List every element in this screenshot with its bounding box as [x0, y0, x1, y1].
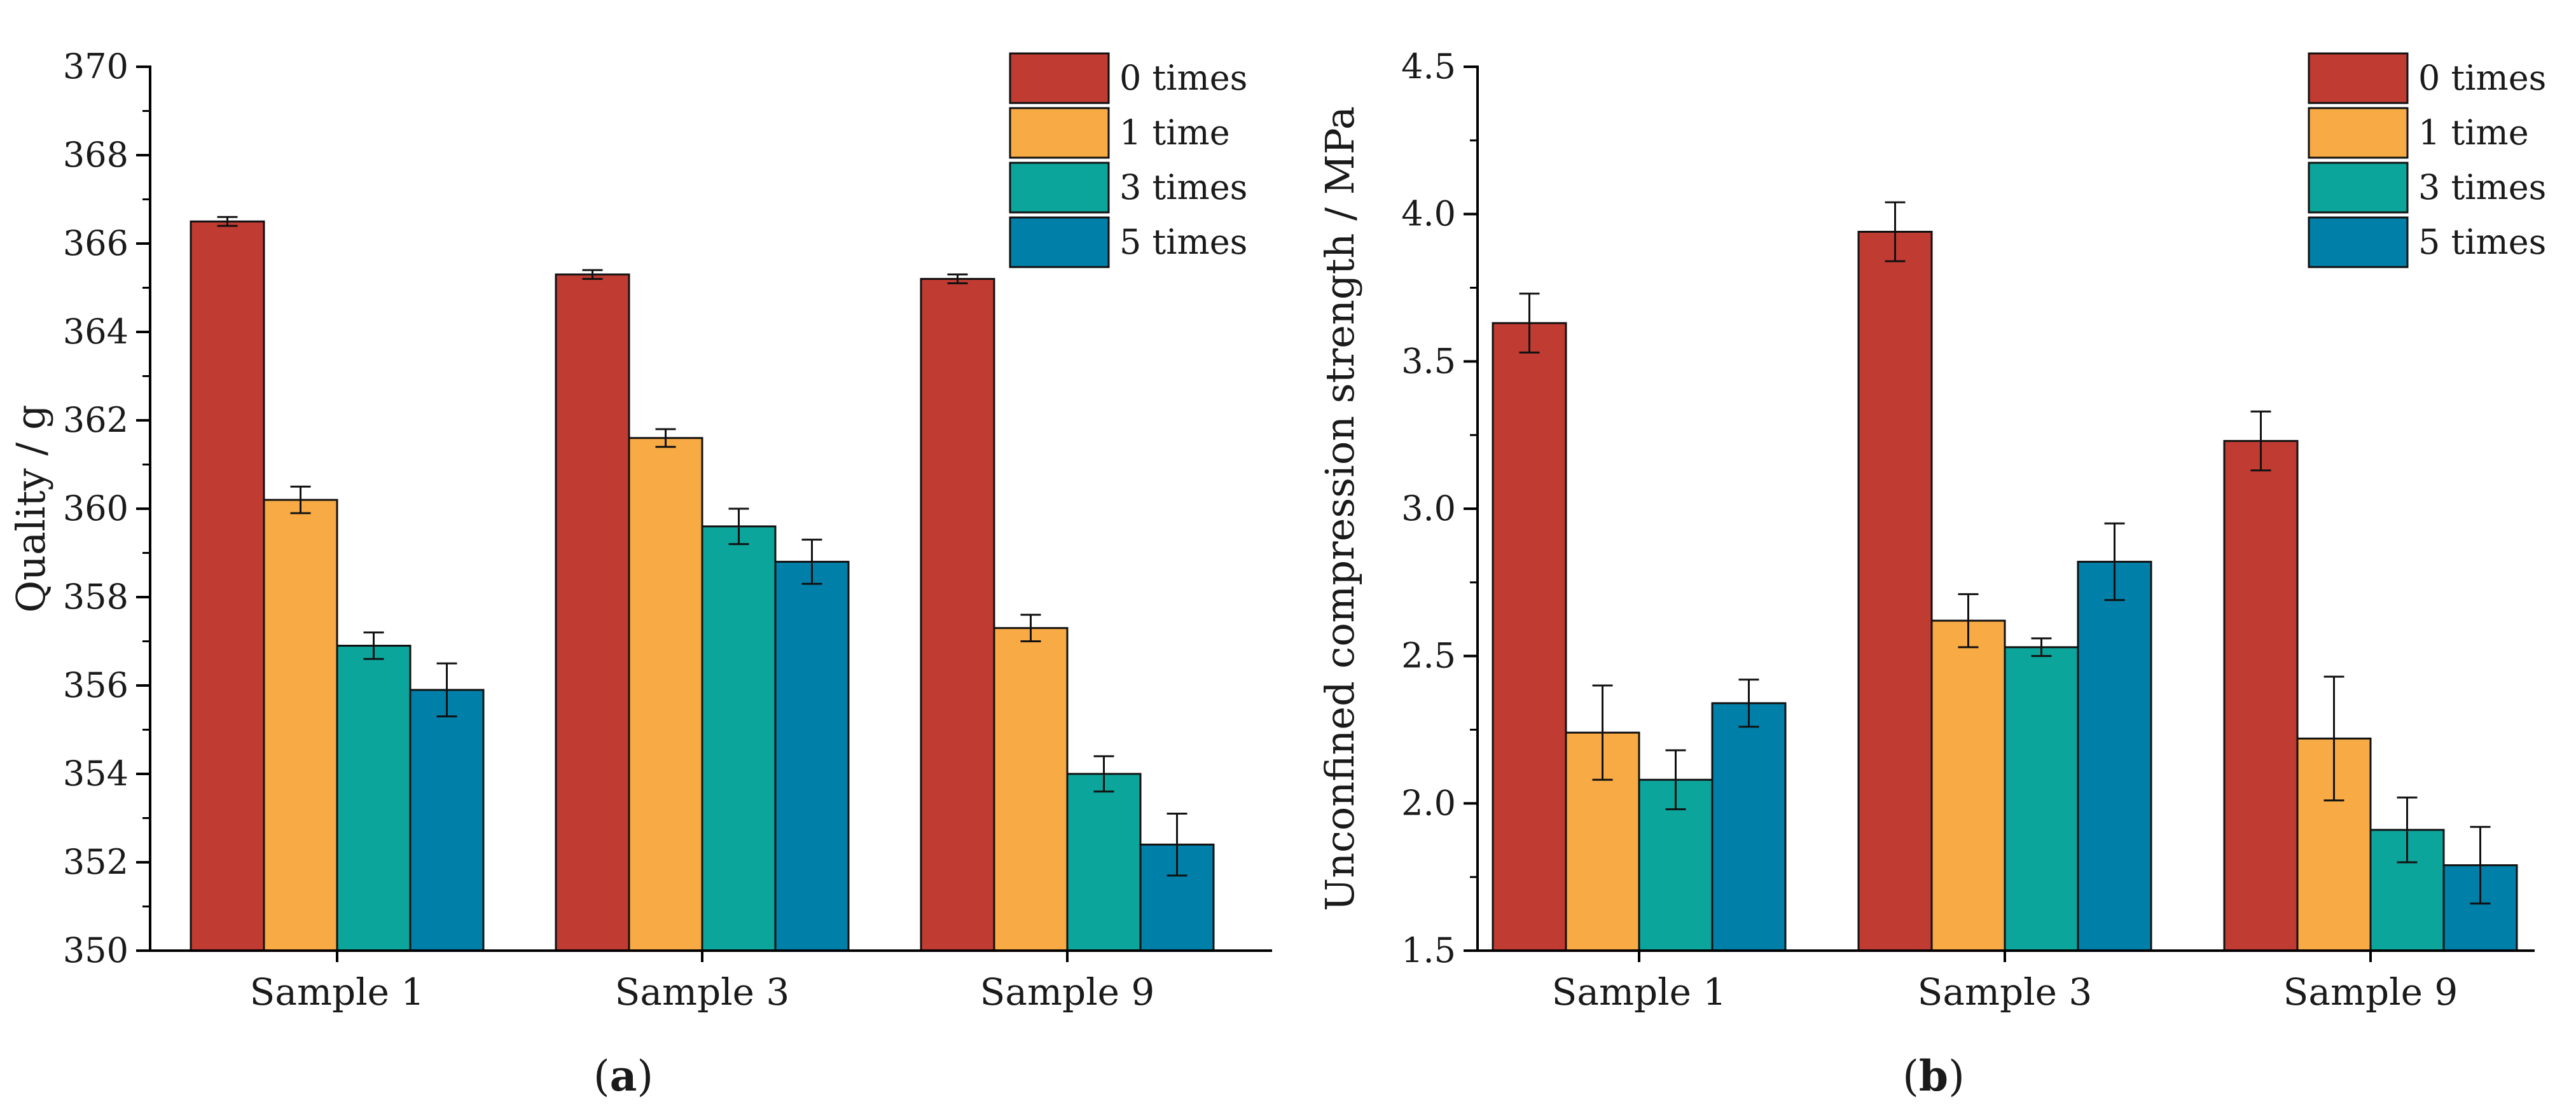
x-tick-label: Sample 3	[615, 970, 790, 1014]
bar-1-1	[1930, 619, 2006, 952]
chart-panel-a: 350 352 354 356 358 360 362 364 366 368 370 Sample …	[8, 46, 1272, 1101]
y-tick-label: 352	[63, 842, 128, 882]
bar-0-0	[190, 220, 265, 952]
x-tick-label: Sample 1	[1552, 970, 1727, 1014]
bar-1-0	[263, 499, 338, 952]
bar-0-1	[555, 273, 630, 952]
bar-3-0	[409, 689, 485, 952]
legend-swatch	[1009, 216, 1110, 268]
legend-label: 1 time	[2418, 113, 2529, 153]
y-tick-label: 2.0	[1401, 783, 1456, 823]
bar-1-1	[628, 437, 703, 952]
panel-label: (a)	[593, 1051, 653, 1101]
x-tick-label: Sample 9	[980, 970, 1155, 1014]
bar-2-1	[701, 525, 777, 952]
x-tick-label: Sample 1	[250, 970, 425, 1014]
x-tick-label: Sample 3	[1918, 970, 2093, 1014]
bar-0-1	[1857, 230, 1933, 952]
legend-swatch	[1009, 162, 1110, 214]
legend-label: 5 times	[2418, 222, 2546, 262]
panel-label: (b)	[1902, 1051, 1965, 1101]
x-tick-label: Sample 9	[2283, 970, 2458, 1014]
y-tick-label: 354	[63, 754, 128, 794]
legend-label: 0 times	[1119, 58, 1247, 98]
legend-label: 0 times	[2418, 58, 2546, 98]
bar-3-1	[2077, 560, 2152, 952]
y-tick-label: 358	[63, 577, 128, 617]
y-tick-label: 360	[63, 488, 128, 528]
chart-panel-b: 1.5 2.0 2.5 3.0 3.5 4.0 4.5 Sample 1 Sample 3 Sam…	[1317, 46, 2546, 1101]
y-axis-title: Quality / g	[8, 404, 54, 612]
legend-label: 5 times	[1119, 222, 1247, 262]
y-tick-label: 362	[63, 400, 128, 440]
y-tick-label: 3.0	[1401, 488, 1456, 528]
y-tick-label: 368	[63, 135, 128, 175]
legend-label: 3 times	[2418, 167, 2546, 207]
y-tick-label: 4.0	[1401, 194, 1456, 234]
bar-3-0	[1711, 702, 1787, 952]
bar-3-1	[774, 560, 850, 952]
y-tick-label: 356	[63, 665, 128, 705]
legend-swatch	[2308, 52, 2409, 104]
y-tick-label: 4.5	[1401, 46, 1456, 86]
legend-swatch	[2308, 107, 2409, 159]
bar-1-2	[993, 627, 1069, 952]
y-tick-label: 2.5	[1401, 636, 1456, 676]
bar-2-0	[336, 644, 412, 952]
y-tick-label: 366	[63, 223, 128, 263]
legend-swatch	[1009, 52, 1110, 104]
y-tick-label: 370	[63, 46, 128, 86]
y-tick-label: 1.5	[1401, 930, 1456, 970]
y-tick-label: 3.5	[1401, 341, 1456, 381]
legend-label: 1 time	[1119, 113, 1230, 153]
legend-swatch	[1009, 107, 1110, 159]
bar-0-0	[1492, 322, 1567, 952]
y-tick-label: 364	[63, 312, 128, 352]
bar-2-2	[1066, 773, 1142, 952]
bar-0-2	[920, 278, 995, 952]
bar-3-2	[1139, 843, 1215, 952]
legend-label: 3 times	[1119, 167, 1247, 207]
legend-swatch	[2308, 216, 2409, 268]
legend-swatch	[2308, 162, 2409, 214]
y-tick-label: 350	[63, 930, 128, 970]
y-axis-title: Unconfined compression strength / MPa	[1317, 106, 1363, 911]
bar-0-2	[2223, 439, 2299, 952]
bar-2-1	[2004, 646, 2079, 952]
